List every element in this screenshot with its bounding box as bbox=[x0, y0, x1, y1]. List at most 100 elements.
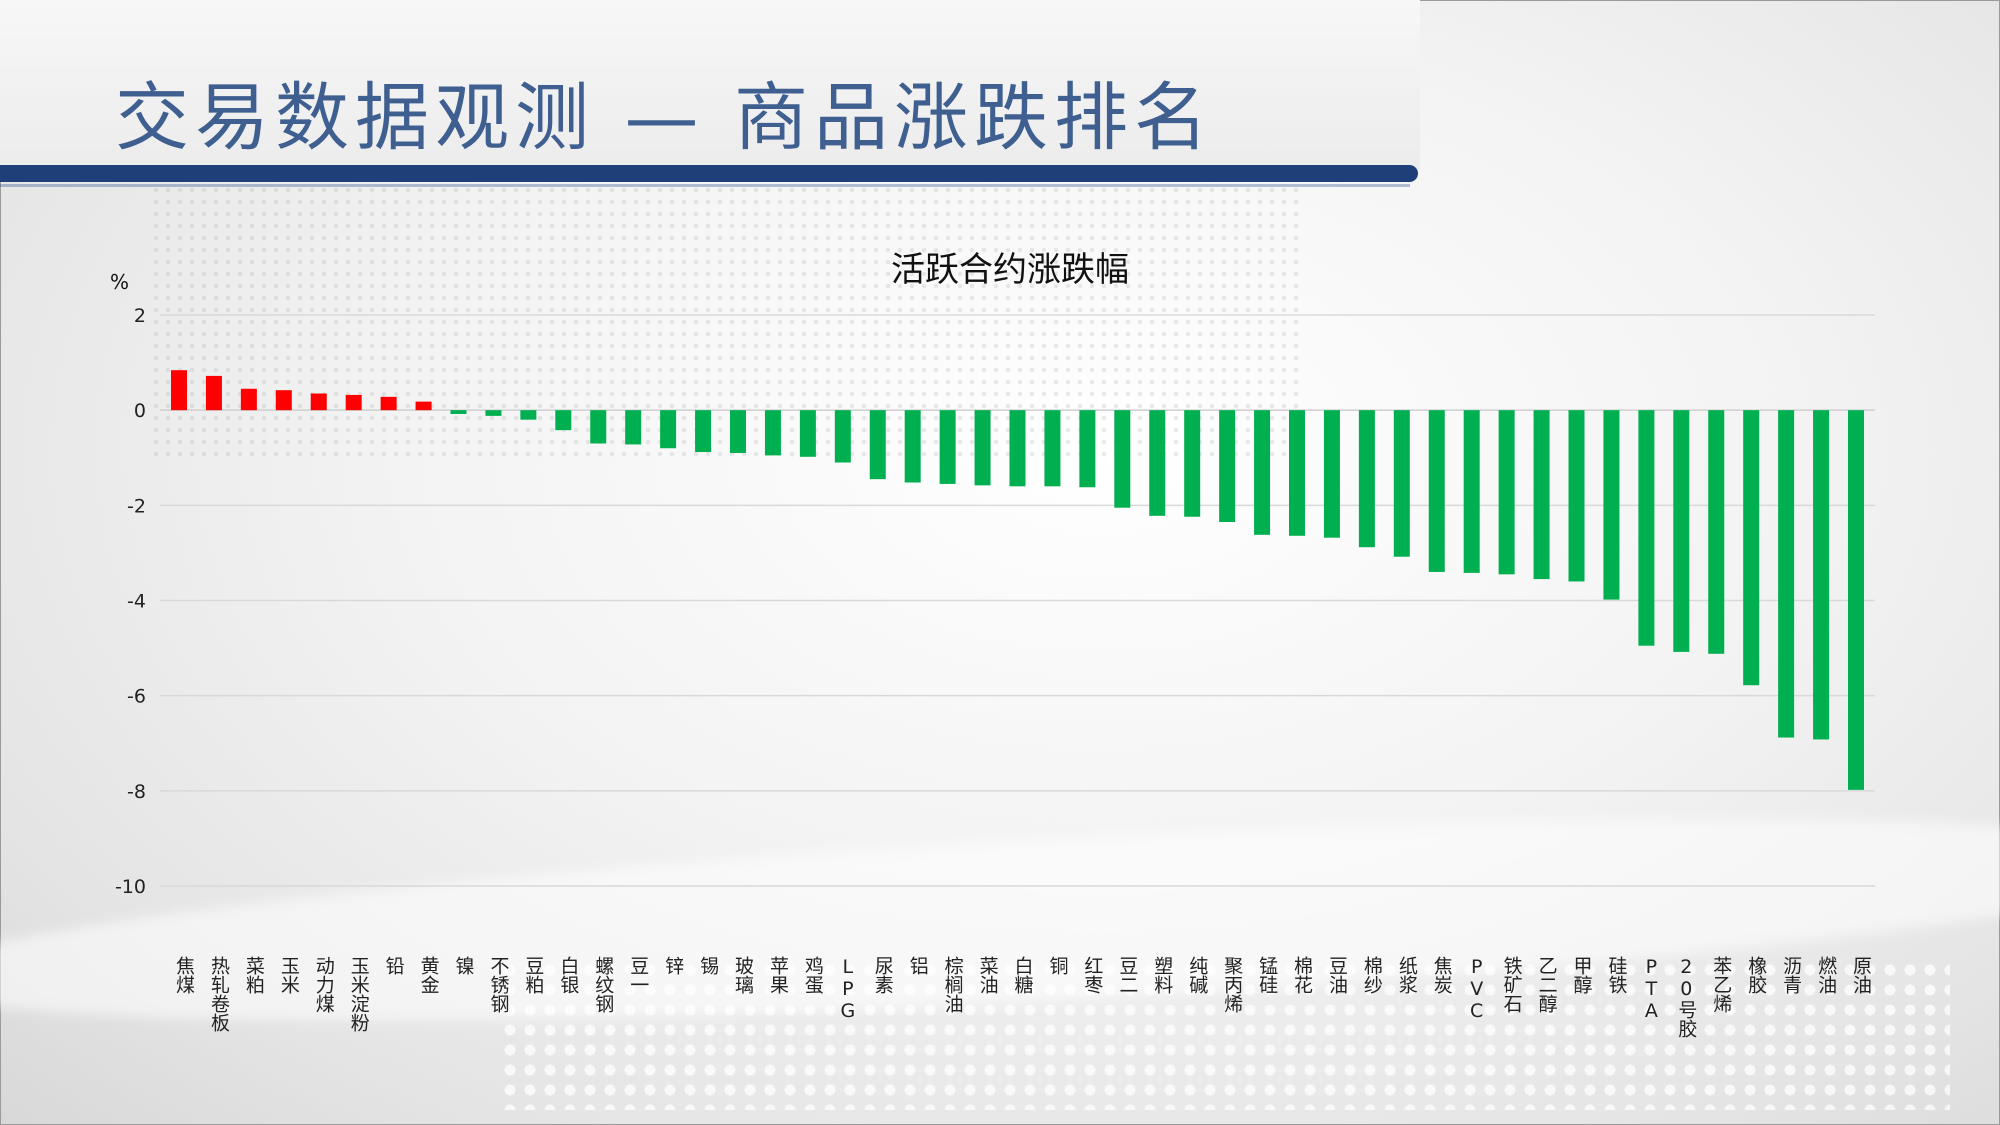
chart-title: 活跃合约涨跌幅 bbox=[891, 250, 1129, 290]
x-tick-label: PTA bbox=[1640, 956, 1663, 1022]
x-tick-label: 红枣 bbox=[1081, 956, 1104, 994]
bar-菜粕 bbox=[240, 388, 257, 411]
y-tick-label: -8 bbox=[127, 781, 146, 803]
page-title: 交易数据观测 — 商品涨跌排名 bbox=[115, 75, 1215, 161]
x-tick-label: 动力煤 bbox=[312, 956, 335, 1013]
x-tick-label: 白银 bbox=[557, 956, 580, 994]
bar-PTA bbox=[1638, 410, 1655, 646]
x-tick-label: 苯乙烯 bbox=[1710, 956, 1733, 1013]
bar-锡 bbox=[695, 410, 712, 453]
x-tick-label: 黄金 bbox=[417, 956, 440, 994]
x-tick-label: 铝 bbox=[906, 956, 929, 975]
x-tick-label: 原油 bbox=[1850, 956, 1872, 994]
x-tick-label: 玉米淀粉 bbox=[347, 956, 370, 1032]
x-tick-label: 锡 bbox=[697, 956, 720, 975]
bar-豆二 bbox=[1114, 410, 1131, 508]
bar-热轧卷板 bbox=[205, 375, 222, 411]
bar-锌 bbox=[660, 410, 677, 449]
bar-硅铁 bbox=[1603, 410, 1620, 600]
bar-焦炭 bbox=[1428, 410, 1445, 572]
x-tick-label: 镍 bbox=[452, 956, 475, 975]
x-tick-label: 菜粕 bbox=[242, 956, 265, 994]
x-tick-label: PVC bbox=[1465, 956, 1488, 1022]
x-tick-label: 不锈钢 bbox=[487, 956, 510, 1013]
bar-黄金 bbox=[415, 401, 432, 411]
x-tick-label: 锰硅 bbox=[1256, 956, 1279, 994]
bar-纸浆 bbox=[1393, 410, 1410, 557]
x-tick-label: 燃油 bbox=[1815, 956, 1838, 994]
bar-玉米 bbox=[275, 390, 292, 411]
bar-铝 bbox=[904, 410, 921, 483]
bar-棉纱 bbox=[1358, 410, 1375, 548]
bar-棕榈油 bbox=[939, 410, 956, 484]
bar-聚丙烯 bbox=[1219, 410, 1236, 522]
x-tick-label: 聚丙烯 bbox=[1221, 956, 1244, 1013]
bar-棉花 bbox=[1289, 410, 1305, 536]
bar-甲醇 bbox=[1568, 410, 1585, 582]
x-tick-label: 纸浆 bbox=[1395, 956, 1418, 994]
bar-乙二醇 bbox=[1533, 410, 1550, 580]
bar-鸡蛋 bbox=[799, 410, 816, 457]
bar-红枣 bbox=[1079, 410, 1096, 488]
x-tick-label: 豆一 bbox=[627, 956, 650, 994]
x-tick-label: 玻璃 bbox=[732, 956, 754, 994]
bar-豆一 bbox=[625, 410, 642, 445]
y-tick-label: -4 bbox=[127, 591, 146, 613]
bar-镍 bbox=[450, 410, 467, 414]
x-tick-label: 菜油 bbox=[976, 956, 999, 994]
header-underline-shadow bbox=[0, 184, 1410, 187]
x-tick-label: 橡胶 bbox=[1745, 956, 1768, 994]
bar-豆粕 bbox=[520, 410, 537, 420]
bar-动力煤 bbox=[310, 393, 327, 411]
x-tick-label: 锌 bbox=[662, 956, 685, 975]
x-tick-label: 尿素 bbox=[871, 956, 894, 994]
x-tick-label: 纯碱 bbox=[1186, 956, 1209, 994]
bar-苹果 bbox=[764, 410, 781, 456]
bar-纯碱 bbox=[1184, 410, 1201, 517]
bar-铁矿石 bbox=[1498, 410, 1515, 575]
hex-pattern-background bbox=[500, 960, 1950, 1110]
bar-铅 bbox=[380, 396, 397, 411]
x-tick-label: 豆粕 bbox=[522, 956, 545, 994]
bar-螺纹钢 bbox=[590, 410, 607, 444]
bar-20号胶 bbox=[1673, 410, 1690, 652]
x-tick-label: 棉花 bbox=[1291, 956, 1313, 994]
bar-焦煤 bbox=[171, 370, 187, 411]
x-tick-label: 玉米 bbox=[277, 956, 300, 994]
header-band bbox=[0, 0, 1420, 170]
bar-玻璃 bbox=[730, 410, 746, 453]
bar-LPG bbox=[834, 410, 851, 463]
y-tick-label: 0 bbox=[134, 400, 146, 422]
x-tick-label: 热轧卷板 bbox=[207, 956, 230, 1032]
bar-铜 bbox=[1044, 410, 1061, 487]
x-tick-label: 沥青 bbox=[1780, 956, 1803, 994]
y-tick-label: -10 bbox=[115, 876, 146, 898]
y-axis-unit-label: % bbox=[110, 270, 130, 294]
bar-苯乙烯 bbox=[1708, 410, 1725, 654]
y-tick-label: -2 bbox=[127, 495, 146, 517]
y-tick-label: -6 bbox=[127, 686, 146, 708]
x-tick-label: 豆二 bbox=[1116, 956, 1139, 994]
x-tick-label: 焦煤 bbox=[173, 956, 195, 994]
bar-锰硅 bbox=[1254, 410, 1271, 535]
x-tick-label: 鸡蛋 bbox=[801, 956, 824, 994]
x-tick-label: 豆油 bbox=[1325, 956, 1348, 994]
header-underline bbox=[0, 165, 1418, 182]
bar-白银 bbox=[555, 410, 572, 431]
x-tick-label: 棉纱 bbox=[1360, 956, 1383, 994]
y-tick-label: 2 bbox=[134, 305, 146, 327]
x-tick-label: 螺纹钢 bbox=[592, 956, 615, 1013]
x-tick-label: 铜 bbox=[1046, 956, 1069, 975]
bar-燃油 bbox=[1813, 410, 1830, 740]
x-tick-label: LPG bbox=[836, 956, 859, 1022]
bar-原油 bbox=[1848, 410, 1864, 790]
bar-塑料 bbox=[1149, 410, 1166, 516]
bar-菜油 bbox=[974, 410, 991, 486]
x-tick-label: 20号胶 bbox=[1675, 956, 1698, 1038]
bar-白糖 bbox=[1009, 410, 1026, 487]
x-tick-label: 棕榈油 bbox=[941, 956, 964, 1013]
x-tick-label: 甲醇 bbox=[1570, 956, 1593, 994]
x-tick-label: 焦炭 bbox=[1430, 956, 1453, 994]
x-tick-label: 硅铁 bbox=[1605, 956, 1628, 994]
